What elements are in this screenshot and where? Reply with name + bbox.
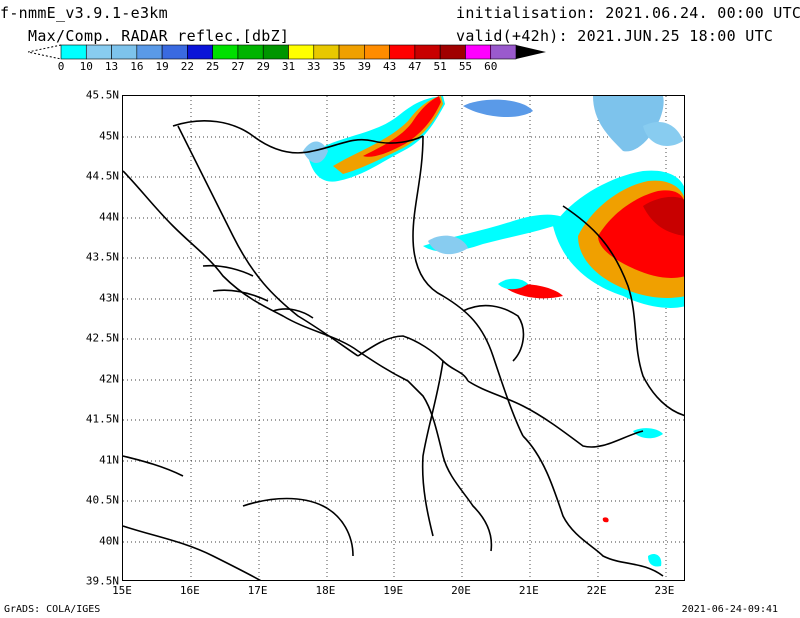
croatia-islands: [202, 264, 314, 319]
echo-north-band-low: [308, 96, 445, 182]
echo-east-strong: [643, 196, 684, 236]
adriatic-coast-east: [123, 170, 493, 552]
colorbar-swatch-17: [490, 44, 517, 60]
colorbar-swatch-12: [364, 44, 390, 60]
colorbar-label: 60: [484, 60, 498, 73]
lat-label: 39.5N: [85, 574, 119, 588]
lat-label: 44.5N: [85, 169, 119, 183]
colorbar-swatch-7: [237, 44, 264, 60]
gargano: [123, 455, 184, 477]
map-frame: [122, 95, 685, 581]
lat-label: 41N: [99, 453, 119, 466]
lon-label: 18E: [315, 584, 336, 597]
serbia-border: [412, 135, 524, 437]
colorbar-label: 10: [79, 60, 93, 73]
colorbar-swatch-4: [161, 44, 188, 60]
colorbar-label: 55: [458, 60, 473, 73]
echo-southeast-small-2: [648, 554, 662, 567]
colorbar-label: 19: [155, 60, 169, 73]
colorbar-arrow-low: [28, 44, 62, 60]
colorbar-label: 35: [332, 60, 346, 73]
lat-label: 43N: [99, 291, 119, 304]
lat-label: 43.5N: [85, 250, 119, 264]
colorbar-label: 27: [231, 60, 245, 73]
colorbar-label: 22: [180, 60, 194, 73]
footer-timestamp: 2021-06-24-09:41: [681, 604, 778, 615]
croatia-border-north: [172, 120, 424, 154]
colorbar-label: 31: [281, 60, 296, 73]
lon-label: 16E: [179, 584, 200, 597]
lat-label: 45.5N: [85, 88, 119, 102]
colorbar-swatch-16: [465, 44, 492, 60]
colorbar-swatch-0: [60, 44, 87, 60]
colorbar-swatch-9: [288, 44, 315, 60]
initialisation-time: initialisation: 2021.06.24. 00:00 UTC: [456, 4, 800, 22]
colorbar-swatch-8: [262, 44, 289, 60]
italy-coast: [123, 525, 262, 580]
colorbar-swatch-15: [439, 44, 466, 60]
colorbar-swatch-11: [338, 44, 365, 60]
product-label: Max/Comp. RADAR reflec.[dbZ]: [28, 27, 290, 45]
colorbar-label: 39: [357, 60, 371, 73]
greece-coast: [522, 435, 664, 577]
colorbar: [28, 44, 546, 60]
italy-heel: [242, 497, 354, 557]
lat-label: 44N: [99, 210, 119, 223]
lat-label: 45N: [99, 129, 119, 142]
echo-south-cell-edge: [498, 278, 528, 290]
model-title: f-nmmE_v3.9.1-e3km: [0, 4, 168, 22]
lat-label: 41.5N: [85, 412, 119, 426]
echo-central-blob: [428, 235, 468, 255]
colorbar-label: 51: [433, 60, 447, 73]
colorbar-swatch-10: [313, 44, 340, 60]
valid-time: valid(+42h): 2021.JUN.25 18:00 UTC: [456, 27, 774, 45]
colorbar-swatch-1: [85, 44, 112, 60]
echo-southeast-small-3: [602, 517, 609, 523]
colorbar-swatch-13: [389, 44, 416, 60]
map-canvas: [123, 96, 684, 580]
colorbar-label: 25: [206, 60, 220, 73]
colorbar-label: 33: [307, 60, 321, 73]
colorbar-arrow-high: [516, 45, 546, 59]
colorbar-label: 13: [104, 60, 119, 73]
colorbar-swatch-3: [136, 44, 163, 60]
colorbar-swatch-6: [212, 44, 239, 60]
echo-northeast-strip: [643, 121, 683, 146]
lat-label: 42.5N: [85, 331, 119, 345]
colorbar-swatch-14: [414, 44, 441, 60]
colorbar-label: 16: [130, 60, 144, 73]
lon-label: 22E: [586, 584, 607, 597]
colorbar-label: 47: [408, 60, 422, 73]
lon-label: 15E: [112, 584, 132, 597]
lon-label: 17E: [247, 584, 268, 597]
lat-label: 40N: [99, 534, 119, 547]
montenegro-border: [357, 335, 469, 382]
macedonia-border: [467, 380, 644, 448]
lat-label: 40.5N: [85, 493, 119, 507]
bulgaria-border: [562, 205, 684, 417]
radar-echoes: [303, 96, 684, 567]
lon-label: 20E: [451, 584, 471, 597]
echo-north-blob: [303, 141, 328, 164]
graticule: [123, 96, 684, 580]
coastlines-borders: [123, 120, 684, 580]
albania-border: [421, 360, 444, 537]
echo-southeast-small-1: [633, 428, 663, 439]
lon-label: 19E: [383, 584, 404, 597]
echo-northeast-cells: [593, 96, 664, 152]
lon-label: 21E: [518, 584, 539, 597]
colorbar-label: 43: [382, 60, 397, 73]
lon-label: 23E: [654, 584, 675, 597]
echo-north-band-core: [363, 96, 441, 157]
kosovo-border: [462, 304, 525, 362]
colorbar-label: 29: [256, 60, 270, 73]
colorbar-swatch-2: [111, 44, 138, 60]
colorbar-swatch-5: [187, 44, 213, 60]
footer-grads-credit: GrADS: COLA/IGES: [4, 604, 101, 615]
lat-label: 42N: [99, 372, 119, 385]
echo-north-band-mid: [333, 96, 443, 174]
echo-top-center: [463, 99, 533, 118]
colorbar-label: 0: [57, 60, 65, 73]
bosnia-border: [177, 125, 359, 357]
